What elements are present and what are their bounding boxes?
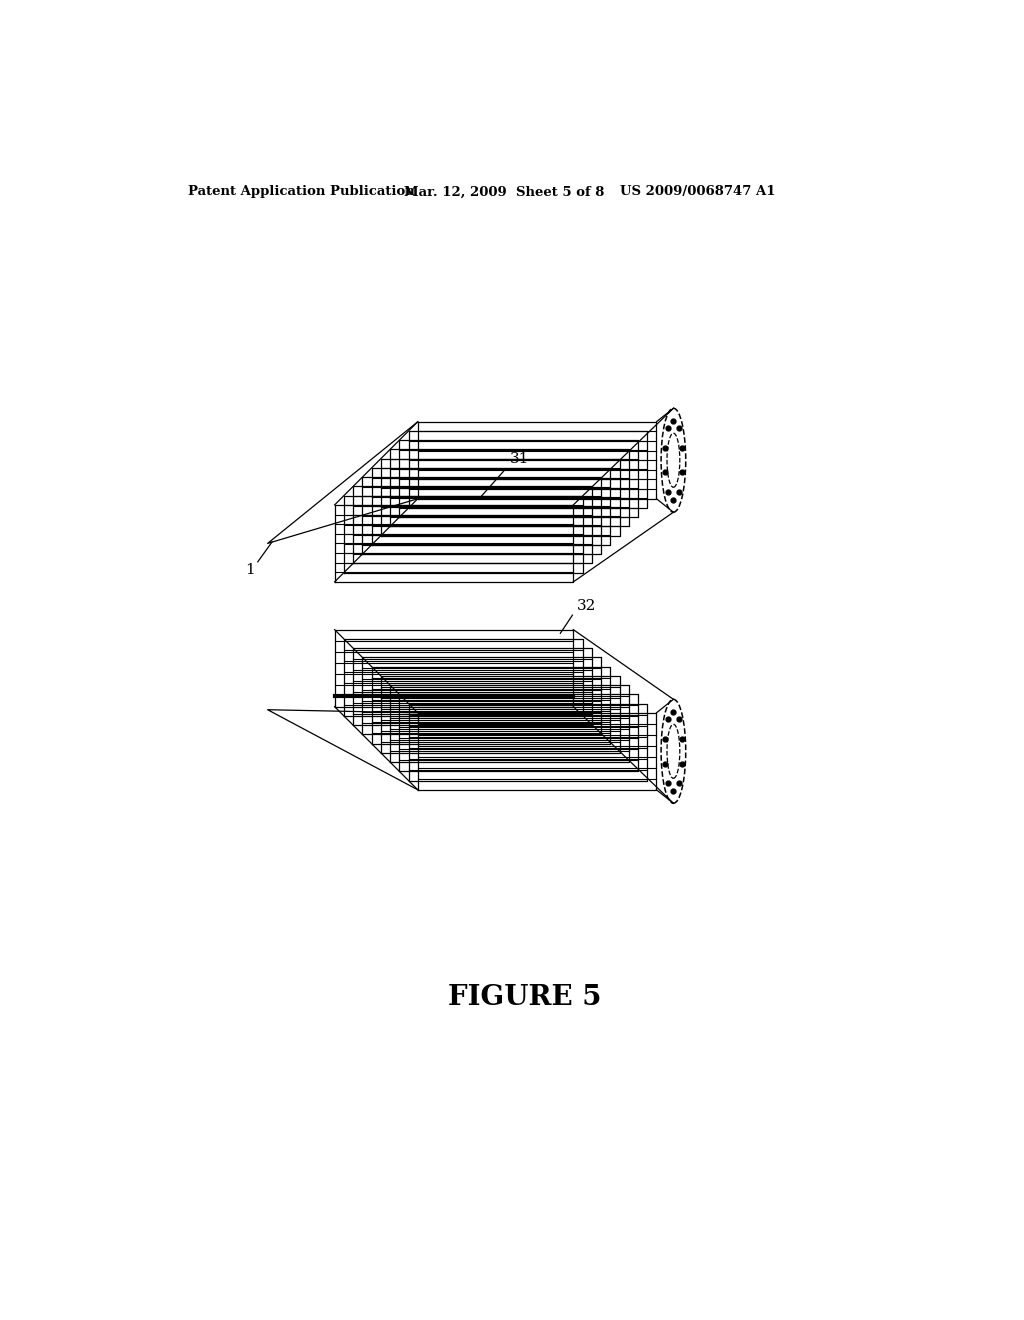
Text: 1: 1 <box>245 562 255 577</box>
Text: Patent Application Publication: Patent Application Publication <box>188 185 415 198</box>
Text: 31: 31 <box>510 453 529 466</box>
Text: FIGURE 5: FIGURE 5 <box>449 983 601 1011</box>
Text: US 2009/0068747 A1: US 2009/0068747 A1 <box>620 185 775 198</box>
Text: Mar. 12, 2009  Sheet 5 of 8: Mar. 12, 2009 Sheet 5 of 8 <box>403 185 604 198</box>
Text: 32: 32 <box>577 599 596 612</box>
